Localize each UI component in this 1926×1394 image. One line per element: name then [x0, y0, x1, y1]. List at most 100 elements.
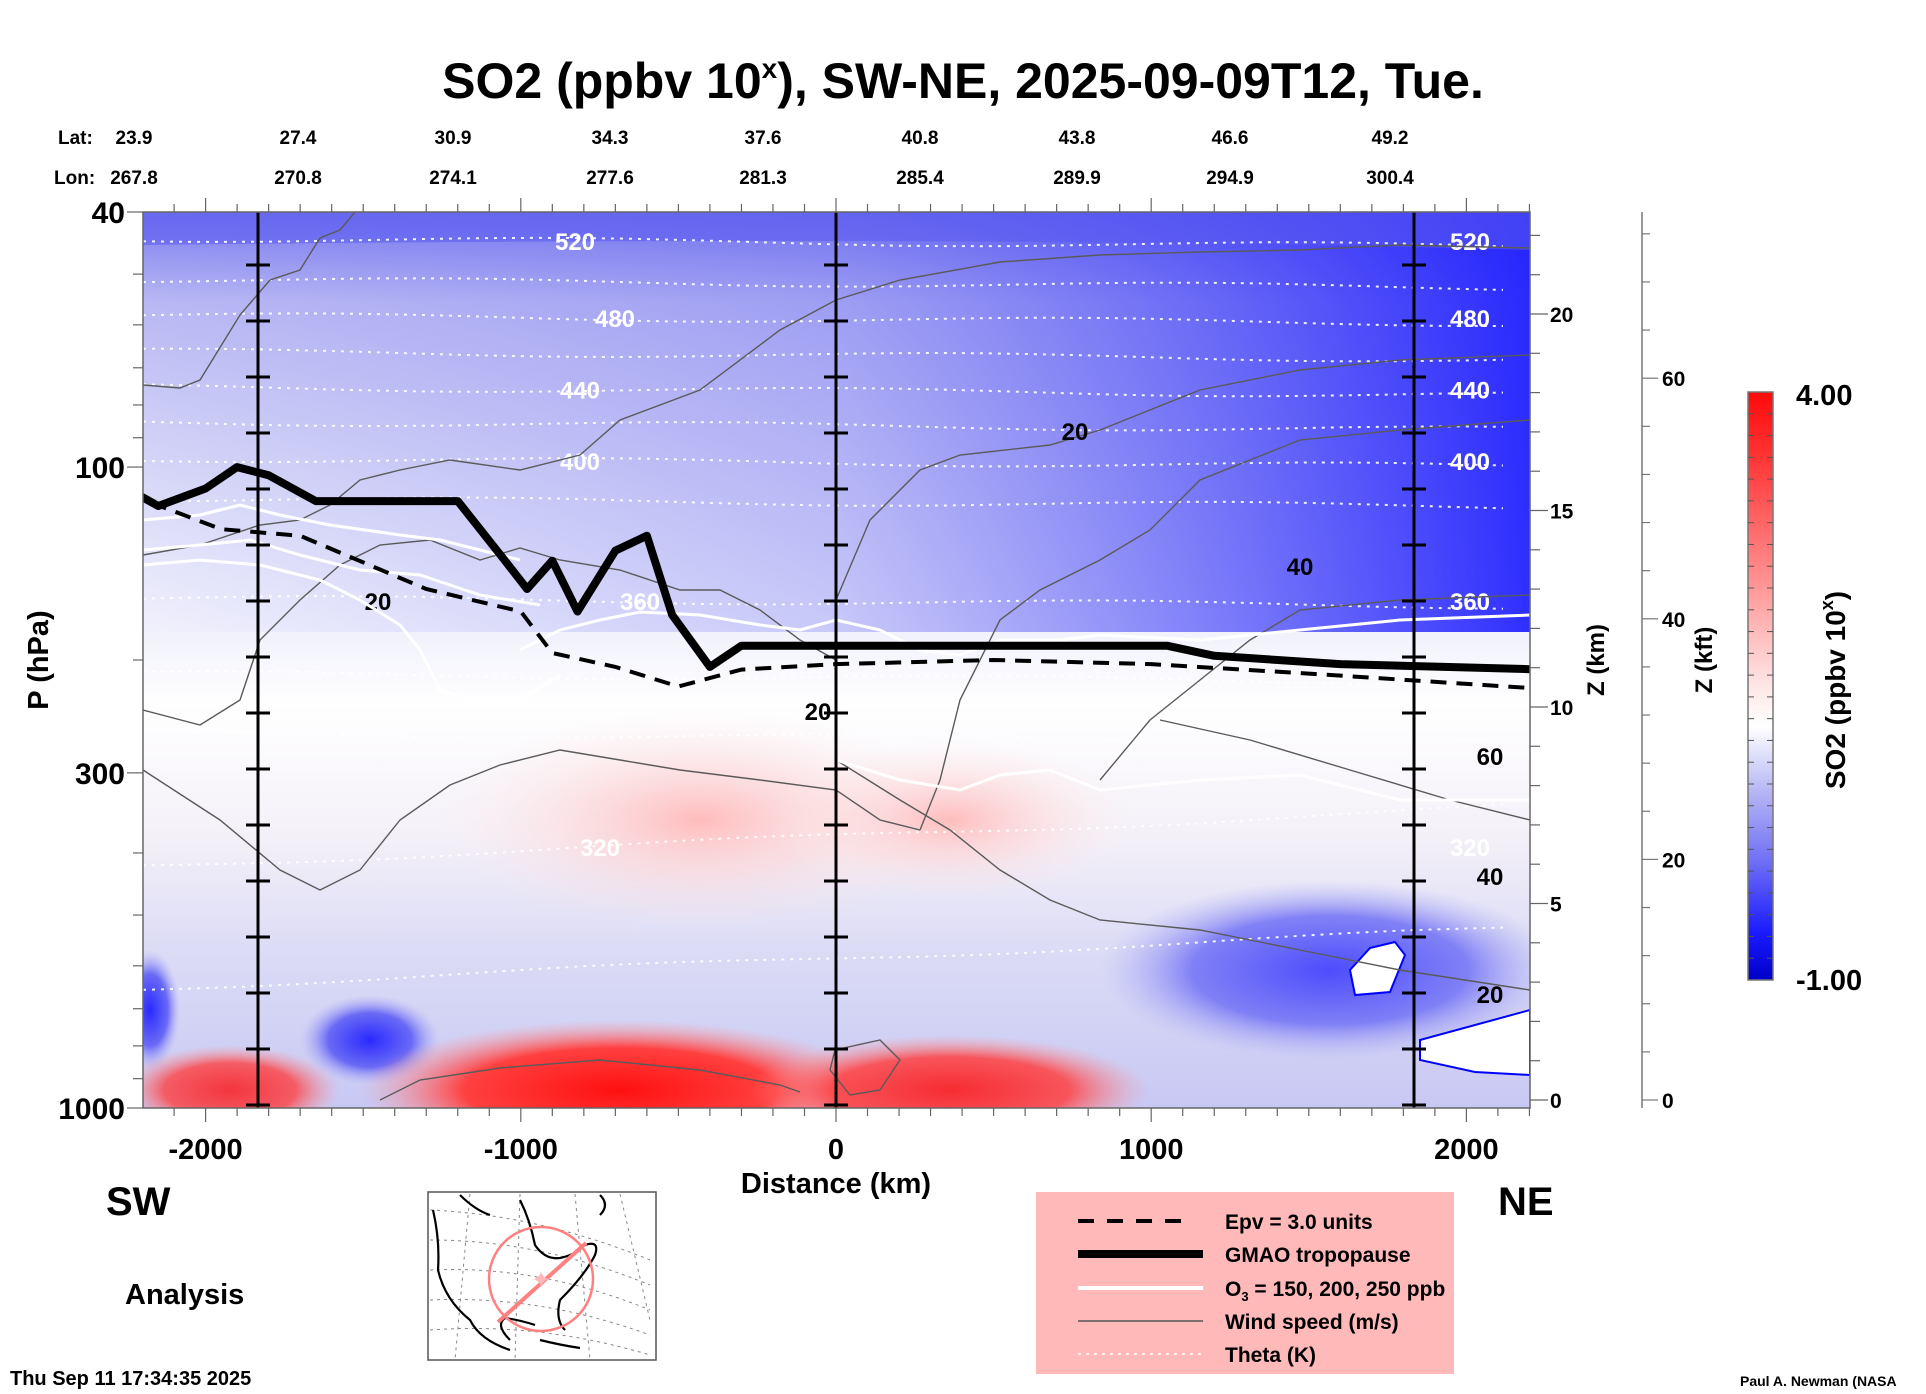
z-kft-tick-label: 20	[1662, 849, 1685, 872]
lat-header-label: Lat:	[58, 128, 93, 149]
lat-label: 43.8	[1059, 128, 1096, 149]
z-kft-tick-label: 60	[1662, 368, 1685, 391]
lat-label: 30.9	[435, 128, 472, 149]
z-km-tick-label: 20	[1550, 304, 1573, 327]
z-km-axis: 0 5 10 15 20	[1530, 234, 1574, 1113]
lon-label: 300.4	[1366, 168, 1414, 189]
theta-contour	[143, 595, 1504, 610]
theta-label: 320	[580, 835, 620, 862]
legend-item-wind: Wind speed (m/s)	[1225, 1311, 1399, 1334]
lat-label: 37.6	[745, 128, 782, 149]
red-region-west	[143, 1045, 340, 1108]
credit-label: Paul A. Newman (NASA	[1740, 1373, 1897, 1389]
masked-area-ne	[1419, 1008, 1530, 1077]
lat-label: 49.2	[1372, 128, 1409, 149]
o3-contour	[143, 538, 541, 607]
z-km-tick-label: 0	[1550, 1090, 1562, 1113]
legend-box	[1036, 1192, 1454, 1374]
theta-contour	[143, 312, 1503, 327]
colorbar-label: SO2 (ppbv 10x)	[1817, 591, 1851, 789]
minimap-graticule	[429, 1193, 651, 1361]
legend-item-epv: Epv = 3.0 units	[1225, 1211, 1373, 1234]
tropopause-line	[143, 463, 1530, 674]
lon-label: 277.6	[586, 168, 634, 189]
theta-contour	[143, 236, 1504, 248]
y-axis-label: P (hPa)	[23, 610, 55, 709]
pink-region-2	[770, 740, 1130, 900]
lat-label: 46.6	[1212, 128, 1249, 149]
theta-contour	[143, 803, 1504, 867]
sw-label: SW	[106, 1180, 171, 1224]
analysis-label: Analysis	[125, 1279, 244, 1311]
theta-label-right: 440	[1450, 377, 1490, 404]
lon-header-label: Lon:	[54, 168, 95, 189]
theta-label-right: 480	[1450, 306, 1490, 333]
colorbar-ticks	[1748, 413, 1773, 959]
lat-label: 40.8	[902, 128, 939, 149]
theta-contour	[143, 347, 1504, 363]
theta-label-right: 520	[1450, 229, 1490, 256]
tropopause-polyline	[143, 463, 1530, 674]
blue-region-east	[1100, 880, 1530, 1060]
epv-contour	[143, 497, 1530, 691]
z-km-axis-label: Z (km)	[1583, 624, 1610, 696]
minimap-radius-circle	[487, 1225, 595, 1333]
red-region-boundary-layer	[360, 1020, 880, 1108]
ne-label: NE	[1498, 1180, 1554, 1224]
theta-contour	[143, 277, 1504, 291]
wind-contour	[1099, 594, 1530, 781]
z-kft-tick-label: 0	[1662, 1090, 1674, 1113]
wind-speed-label: 20	[1062, 419, 1089, 446]
x-tick-label: 0	[828, 1134, 844, 1166]
colorbar: 4.00 -1.00 SO2 (ppbv 10x)	[1747, 380, 1862, 997]
lon-label: 289.9	[1053, 168, 1101, 189]
z-km-tick-label: 5	[1550, 894, 1562, 917]
legend-item-o3: O3 = 150, 200, 250 ppb	[1225, 1278, 1445, 1304]
o3-contour	[143, 558, 561, 702]
colorbar-max-label: 4.00	[1796, 380, 1852, 412]
wind-contour	[143, 749, 921, 891]
lon-label: 274.1	[429, 168, 477, 189]
x-axis: -2000 -1000 0 1000 2000	[169, 198, 1531, 1166]
wind-speed-label: 40	[1477, 864, 1504, 891]
theta-contour	[143, 670, 1504, 685]
epv-line	[143, 497, 1530, 691]
wind-contour	[919, 419, 1530, 831]
masked-area	[1348, 940, 1407, 997]
lat-label: 27.4	[280, 128, 317, 149]
wind-speed-label: 20	[1477, 982, 1504, 1009]
theta-contour	[143, 729, 1504, 744]
o3-contour	[143, 503, 521, 562]
colorbar-gradient	[1747, 391, 1774, 981]
colorbar-min-label: -1.00	[1796, 965, 1862, 997]
z-kft-tick-label: 40	[1662, 609, 1685, 632]
theta-label-right: 320	[1450, 835, 1490, 862]
z-kft-axis: 0 20 40 60	[1641, 212, 1685, 1113]
wind-contour	[143, 212, 356, 389]
wind-contour	[835, 759, 1530, 991]
theta-label-right: 360	[1450, 589, 1490, 616]
theta-label-right: 400	[1450, 449, 1490, 476]
lon-label: 285.4	[896, 168, 944, 189]
y-tick-label: 100	[75, 452, 125, 485]
minimap-section-line	[496, 1241, 588, 1324]
x-axis-label: Distance (km)	[741, 1168, 931, 1200]
lat-label: 34.3	[592, 128, 629, 149]
theta-contour	[143, 457, 1504, 468]
red-region-east	[750, 1035, 1150, 1108]
wind-contour	[143, 244, 1530, 556]
wind-speed-label: 60	[1477, 744, 1504, 771]
z-km-tick-label: 15	[1550, 501, 1574, 524]
wind-contour	[379, 1059, 801, 1101]
lon-label: 294.9	[1206, 168, 1254, 189]
wind-speed-label: 40	[1287, 554, 1314, 581]
x-tick-label: -2000	[169, 1134, 243, 1166]
theta-label: 440	[560, 377, 600, 404]
lon-label: 281.3	[739, 168, 787, 189]
o3-contour	[519, 610, 1530, 657]
wind-contour	[1159, 719, 1530, 821]
minimap-center-star-icon: ✦	[531, 1267, 551, 1294]
timestamp: Thu Sep 11 17:34:35 2025	[10, 1368, 251, 1390]
